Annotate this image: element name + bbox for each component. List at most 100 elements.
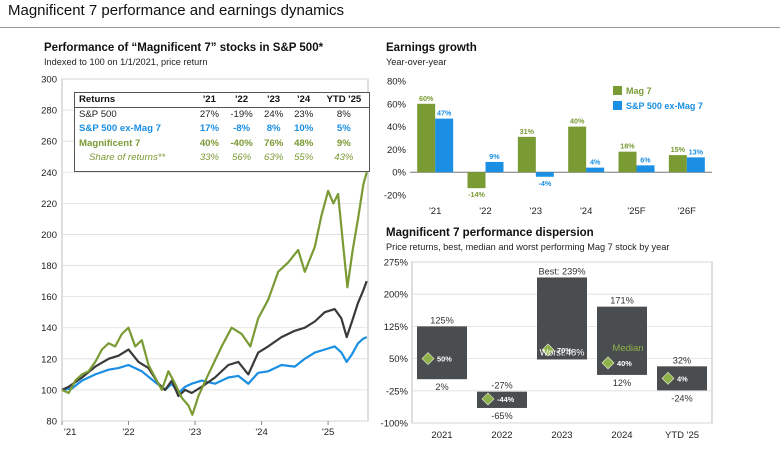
bar-ex-mag7 (636, 165, 655, 173)
row-value: 8% (336, 109, 351, 121)
row-value: 48% (294, 137, 314, 149)
page-title: Magnificent 7 performance and earnings d… (8, 2, 345, 19)
bar-mag7 (668, 155, 687, 173)
x-tick-label: '22 (479, 206, 491, 217)
y-tick-label: -100% (381, 419, 409, 430)
median-label: 50% (437, 355, 452, 364)
y-tick-label: 280 (41, 106, 57, 117)
returns-header-23: '23 (258, 93, 289, 109)
y-tick-label: 20% (387, 145, 407, 156)
row-value: -40% (230, 137, 253, 149)
returns-row-mag7: Magnificent 7 40% -40% 76% 48% 9% (75, 137, 369, 151)
bar-data-label: 13% (689, 147, 704, 156)
bar-data-label: 6% (640, 155, 651, 164)
bar-mag7 (417, 103, 436, 173)
bar-mag7 (618, 151, 637, 173)
x-tick-label: '24 (580, 206, 592, 217)
best-label: 125% (430, 315, 454, 325)
row-label: S&P 500 (79, 109, 117, 121)
y-tick-label: 100 (41, 385, 57, 396)
worst-label: 12% (613, 378, 631, 388)
bar-ex-mag7 (485, 161, 504, 173)
x-tick-label: YTD '25 (665, 430, 699, 441)
y-tick-label: 160 (41, 292, 57, 303)
header-rule (0, 27, 780, 28)
row-value: 27% (199, 109, 220, 121)
returns-row-share: Share of returns** 33% 56% 63% 55% 43% (75, 151, 369, 165)
y-tick-label: 80% (387, 77, 407, 88)
performance-subtitle: Indexed to 100 on 1/1/2021, price return (44, 57, 208, 67)
median-label: 4% (677, 374, 688, 383)
x-tick-label: '25 (322, 427, 334, 438)
y-tick-label: 140 (41, 323, 57, 334)
row-value: -19% (230, 109, 253, 121)
y-tick-label: 200% (384, 290, 409, 301)
range-box (417, 326, 467, 380)
bar-ex-mag7 (686, 157, 705, 173)
row-value: 56% (231, 151, 252, 163)
y-tick-label: 60% (387, 99, 407, 110)
y-tick-label: 260 (41, 137, 57, 148)
bar-data-label: 47% (437, 109, 452, 118)
bar-mag7 (568, 126, 587, 173)
row-value: 9% (336, 137, 351, 149)
x-tick-label: '24 (255, 427, 267, 438)
bar-data-label: 40% (570, 117, 585, 126)
returns-header-24: '24 (288, 93, 319, 109)
bar-data-label: 31% (520, 127, 535, 136)
best-label: -27% (491, 381, 512, 391)
bar-data-label: -14% (468, 190, 485, 199)
bar-data-label: 60% (419, 94, 434, 103)
x-tick-label: '23 (530, 206, 542, 217)
median-diamond (661, 371, 675, 385)
legend-label: S&P 500 ex-Mag 7 (626, 101, 703, 111)
legend-swatch (613, 101, 622, 110)
row-value: 23% (294, 109, 314, 121)
returns-row-ex-mag7: S&P 500 ex-Mag 7 17% -8% 8% 10% 5% (75, 122, 369, 136)
y-tick-label: 240 (41, 168, 57, 179)
row-value: 43% (334, 151, 354, 163)
row-value: 8% (266, 123, 281, 135)
median-note: Median (612, 343, 643, 354)
row-value: 33% (199, 151, 220, 163)
returns-header-label: Returns (75, 93, 195, 109)
x-tick-label: 2022 (491, 430, 512, 441)
returns-table-header: Returns '21 '22 '23 '24 YTD '25 (75, 93, 369, 109)
row-value: 24% (264, 109, 284, 121)
worst-label: 2% (435, 382, 448, 392)
returns-header-21: '21 (194, 93, 225, 109)
best-label: Best: 239% (539, 266, 586, 276)
x-tick-label: 2021 (431, 430, 452, 441)
dispersion-subtitle: Price returns, best, median and worst pe… (386, 242, 670, 252)
row-value: 40% (199, 137, 220, 149)
series-line-ex_mag7 (61, 336, 368, 395)
y-tick-label: 220 (41, 199, 57, 210)
row-label: S&P 500 ex-Mag 7 (79, 123, 161, 135)
bar-data-label: 18% (620, 142, 635, 151)
row-label: Share of returns** (89, 151, 166, 163)
x-tick-label: '21 (64, 427, 76, 438)
x-tick-label: '25F (627, 206, 645, 217)
earnings-subtitle: Year-over-year (386, 57, 447, 67)
x-tick-label: 2024 (611, 430, 632, 441)
legend-label: Mag 7 (626, 86, 652, 96)
series-line-sp500 (61, 280, 368, 398)
y-tick-label: 275% (384, 258, 409, 269)
bar-mag7 (467, 172, 486, 189)
median-diamond (601, 356, 615, 370)
returns-table: Returns '21 '22 '23 '24 YTD '25 S&P 500 … (74, 92, 370, 172)
median-label: 70% (557, 346, 572, 355)
x-tick-label: 2023 (551, 430, 572, 441)
y-tick-label: 200 (41, 230, 57, 241)
earnings-title: Earnings growth (386, 42, 477, 54)
x-tick-label: '22 (122, 427, 134, 438)
bar-ex-mag7 (435, 118, 454, 173)
bar-data-label: -4% (538, 179, 551, 188)
best-label: 171% (610, 296, 634, 306)
row-label: Magnificent 7 (79, 137, 141, 149)
bar-mag7 (517, 136, 536, 173)
median-diamond (541, 343, 555, 357)
dispersion-title: Magnificent 7 performance dispersion (386, 227, 594, 239)
